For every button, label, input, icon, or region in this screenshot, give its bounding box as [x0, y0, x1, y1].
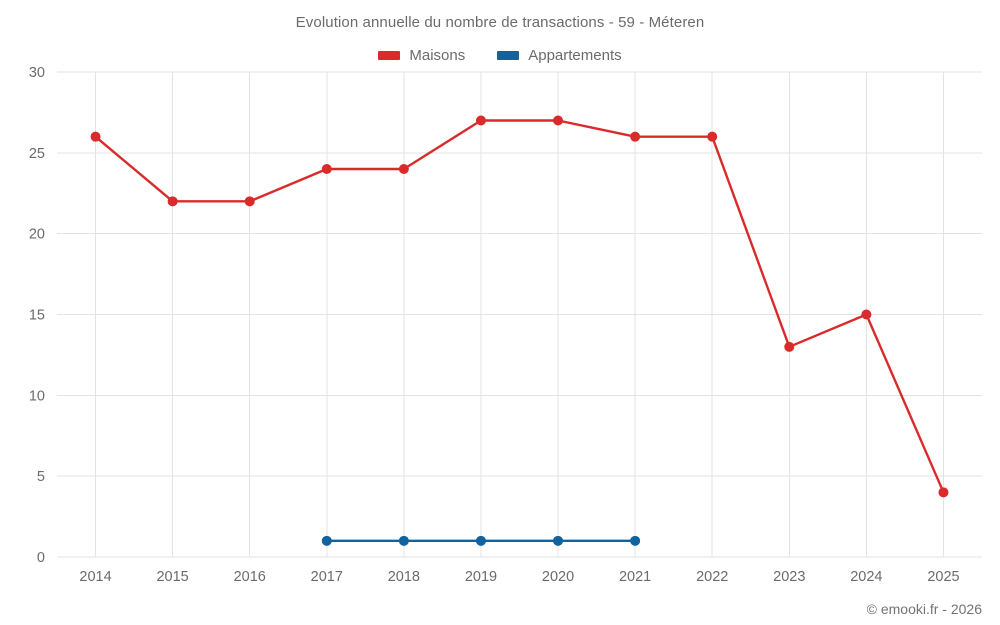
- data-point-maisons[interactable]: [553, 115, 564, 126]
- grid-lines: [57, 71, 982, 558]
- data-point-maisons[interactable]: [784, 341, 795, 352]
- legend-label-appartements: Appartements: [528, 46, 622, 64]
- x-tick-label: 2017: [311, 569, 343, 585]
- x-tick-label: 2020: [542, 569, 574, 585]
- legend-swatch-maisons: [378, 50, 401, 60]
- legend-swatch-appartements: [497, 50, 520, 60]
- data-point-maisons[interactable]: [861, 309, 872, 320]
- y-tick-label: 15: [29, 308, 45, 324]
- y-axis-ticks: 0 5 10 15 20 25 30: [29, 65, 45, 566]
- data-series: [90, 115, 949, 546]
- data-point-appartements[interactable]: [475, 535, 486, 546]
- data-point-maisons[interactable]: [630, 131, 641, 142]
- data-point-maisons[interactable]: [167, 196, 178, 207]
- y-tick-label: 5: [37, 469, 45, 485]
- legend-item-appartements[interactable]: Appartements: [497, 46, 622, 64]
- x-tick-label: 2019: [465, 569, 497, 585]
- chart-legend: Maisons Appartements: [0, 44, 1000, 66]
- data-point-maisons[interactable]: [90, 131, 101, 142]
- data-point-maisons[interactable]: [475, 115, 486, 126]
- data-point-maisons[interactable]: [398, 164, 409, 174]
- footer-credit: © emooki.fr - 2026: [866, 601, 982, 617]
- y-tick-label: 30: [29, 65, 45, 81]
- x-tick-label: 2022: [696, 569, 728, 585]
- x-tick-label: 2023: [773, 569, 805, 585]
- data-point-appartements[interactable]: [630, 535, 641, 546]
- data-point-maisons[interactable]: [938, 487, 949, 498]
- x-tick-label: 2021: [619, 569, 651, 585]
- x-tick-label: 2016: [234, 569, 266, 585]
- x-axis-ticks: 2014 2015 2016 2017 2018 2019 2020 2021 2022 2023…: [79, 569, 959, 585]
- data-point-maisons[interactable]: [244, 196, 255, 207]
- x-tick-label: 2018: [388, 569, 420, 585]
- data-point-appartements[interactable]: [398, 535, 409, 546]
- data-point-appartements[interactable]: [553, 535, 564, 546]
- legend-item-maisons[interactable]: Maisons: [378, 47, 465, 64]
- series-line-maisons: [94, 119, 945, 494]
- data-point-appartements[interactable]: [321, 535, 332, 546]
- x-tick-label: 2024: [850, 569, 882, 585]
- data-point-maisons[interactable]: [321, 164, 332, 174]
- x-tick-label: 2025: [927, 569, 959, 585]
- x-tick-label: 2014: [79, 569, 111, 585]
- chart-title: Evolution annuelle du nombre de transact…: [295, 14, 705, 31]
- y-tick-label: 25: [29, 146, 45, 162]
- x-tick-label: 2015: [156, 569, 188, 585]
- y-tick-label: 0: [37, 550, 45, 566]
- y-tick-label: 10: [29, 388, 45, 404]
- legend-label-maisons: Maisons: [409, 46, 466, 64]
- y-tick-label: 20: [29, 227, 45, 243]
- data-point-maisons[interactable]: [707, 131, 718, 142]
